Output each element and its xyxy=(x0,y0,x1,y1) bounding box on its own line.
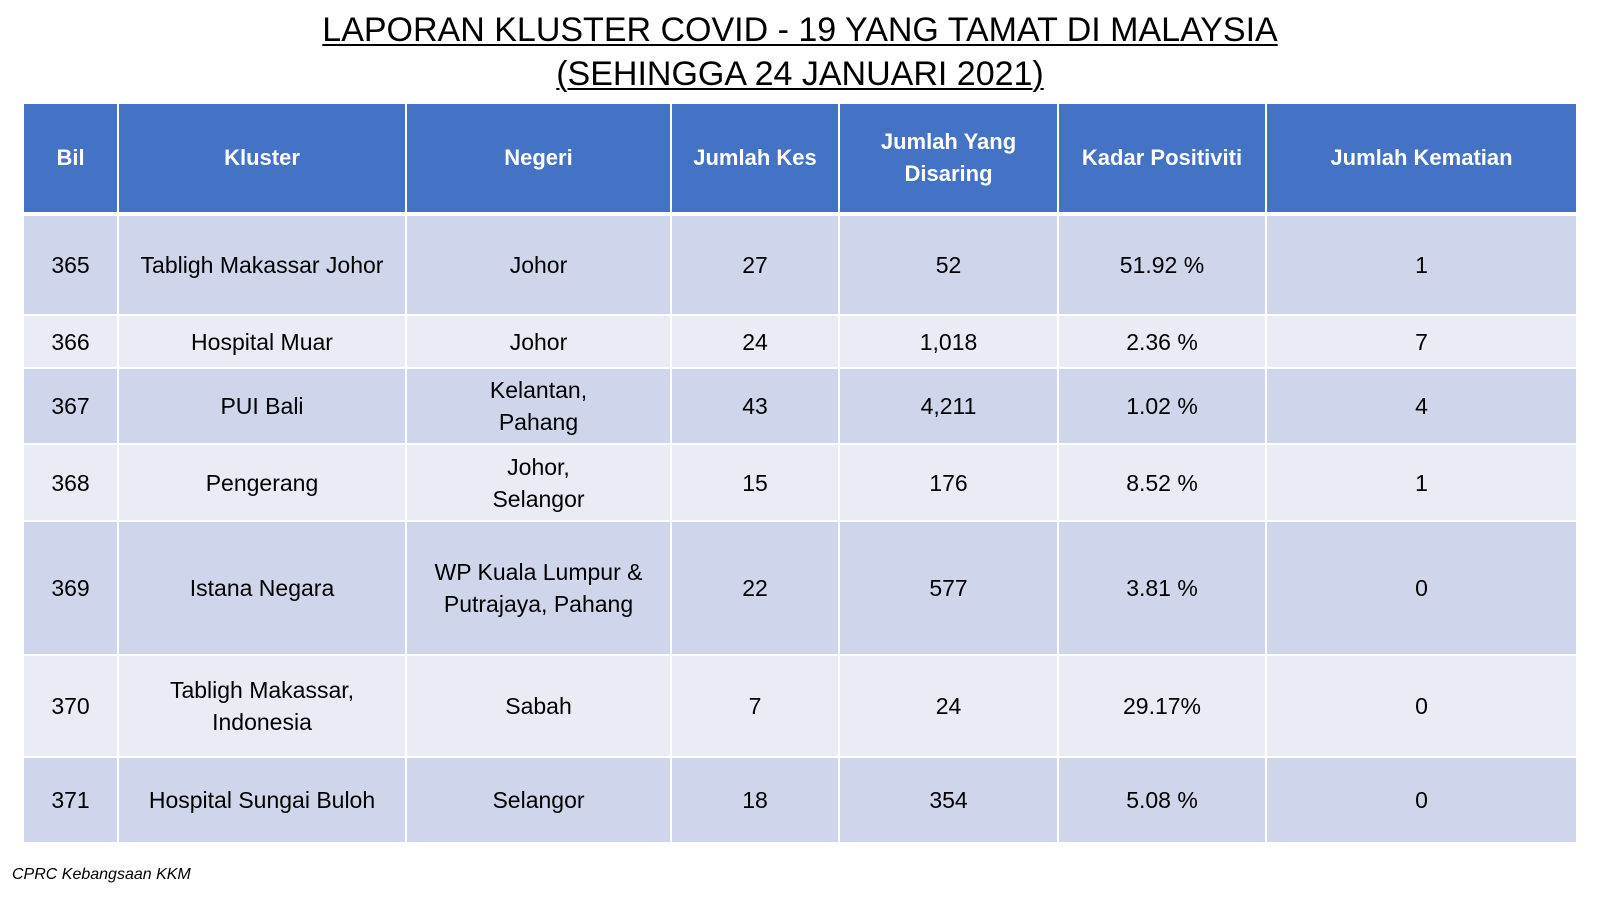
cell-kes: 43 xyxy=(672,369,840,445)
cell-negeri: Johor xyxy=(407,216,672,316)
cell-negeri: WP Kuala Lumpur & Putrajaya, Pahang xyxy=(407,522,672,656)
cell-kluster-line-1: Istana Negara xyxy=(189,575,335,601)
cell-negeri-line-1: Sabah xyxy=(505,693,572,719)
cell-kes: 18 xyxy=(672,758,840,844)
cell-disaring: 24 xyxy=(840,656,1059,758)
cell-kluster: Pengerang xyxy=(119,445,407,522)
cell-negeri: Johor, Selangor xyxy=(407,445,672,522)
table-row: 368 Pengerang Johor, Selangor 15 176 8.52… xyxy=(24,445,1576,522)
cell-kes: 24 xyxy=(672,316,840,369)
cell-negeri-line-2: Pahang xyxy=(498,409,579,435)
cell-disaring: 4,211 xyxy=(840,369,1059,445)
cell-disaring: 577 xyxy=(840,522,1059,656)
cell-negeri: Johor xyxy=(407,316,672,369)
title-line-2: (SEHINGGA 24 JANUARI 2021) xyxy=(556,55,1044,93)
cell-kluster: Hospital Muar xyxy=(119,316,407,369)
table-row: 365 Tabligh Makassar Johor Johor 27 52 5… xyxy=(24,216,1576,316)
cell-negeri-line-1: WP Kuala Lumpur & xyxy=(434,559,643,585)
cell-kes: 7 xyxy=(672,656,840,758)
cell-kluster: Tabligh Makassar Johor xyxy=(119,216,407,316)
cell-negeri-line-1: Johor, xyxy=(507,453,570,480)
cell-negeri-line-1: Kelantan, xyxy=(489,377,588,403)
cell-kes: 27 xyxy=(672,216,840,316)
cell-kluster-line-1: PUI Bali xyxy=(220,393,304,419)
cell-negeri: Kelantan, Pahang xyxy=(407,369,672,445)
header-jumlah-kematian: Jumlah Kematian xyxy=(1267,104,1576,216)
table-row: 369 Istana Negara WP Kuala Lumpur & Putra… xyxy=(24,522,1576,656)
cell-kluster: PUI Bali xyxy=(119,369,407,445)
cell-kluster-line-1: Pengerang xyxy=(205,469,319,496)
cell-negeri-line-2: Putrajaya, Pahang xyxy=(443,591,634,617)
header-kadar-positiviti: Kadar Positiviti xyxy=(1059,104,1267,216)
header-negeri: Negeri xyxy=(407,104,672,216)
cell-disaring: 176 xyxy=(840,445,1059,522)
cell-kematian: 7 xyxy=(1267,316,1576,369)
cell-bil: 371 xyxy=(24,758,119,844)
cell-positiviti: 3.81 % xyxy=(1059,522,1267,656)
header-jumlah-kes: Jumlah Kes xyxy=(672,104,840,216)
table-row: 371 Hospital Sungai Buloh Selangor 18 35… xyxy=(24,758,1576,844)
cell-negeri: Sabah xyxy=(407,656,672,758)
cell-kluster-line-1: Hospital Sungai Buloh xyxy=(148,787,376,813)
cell-negeri-line-1: Johor xyxy=(509,328,568,355)
cell-negeri: Selangor xyxy=(407,758,672,844)
cell-kluster-line-2: Indonesia xyxy=(212,709,312,735)
table-header-row: Bil Kluster Negeri Jumlah Kes Jumlah Yan… xyxy=(24,104,1576,216)
cell-negeri-line-1: Johor xyxy=(509,252,568,278)
cell-kematian: 0 xyxy=(1267,656,1576,758)
cell-disaring: 1,018 xyxy=(840,316,1059,369)
cell-kematian: 4 xyxy=(1267,369,1576,445)
cell-bil: 367 xyxy=(24,369,119,445)
cell-positiviti: 1.02 % xyxy=(1059,369,1267,445)
cell-kematian: 0 xyxy=(1267,522,1576,656)
cell-positiviti: 29.17% xyxy=(1059,656,1267,758)
cell-positiviti: 51.92 % xyxy=(1059,216,1267,316)
cell-positiviti: 2.36 % xyxy=(1059,316,1267,369)
cell-kluster-line-1: Tabligh Makassar, xyxy=(169,677,355,703)
header-jumlah-disaring-line-1: Jumlah Yang xyxy=(880,129,1017,154)
title-line-1: LAPORAN KLUSTER COVID - 19 YANG TAMAT DI… xyxy=(322,11,1278,49)
cell-kematian: 0 xyxy=(1267,758,1576,844)
cell-positiviti: 8.52 % xyxy=(1059,445,1267,522)
table-row: 367 PUI Bali Kelantan, Pahang 43 4,211 1.… xyxy=(24,369,1576,445)
cell-kematian: 1 xyxy=(1267,216,1576,316)
cell-kes: 15 xyxy=(672,445,840,522)
cell-bil: 369 xyxy=(24,522,119,656)
cell-kluster-line-1: Hospital Muar xyxy=(191,328,333,355)
cell-positiviti: 5.08 % xyxy=(1059,758,1267,844)
cell-kluster-line-1: Tabligh Makassar Johor xyxy=(140,252,384,278)
table-row: 366 Hospital Muar Johor 24 1,018 2.36 % … xyxy=(24,316,1576,369)
cell-negeri-line-2: Selangor xyxy=(492,485,585,512)
cell-bil: 366 xyxy=(24,316,119,369)
cell-bil: 365 xyxy=(24,216,119,316)
cell-disaring: 354 xyxy=(840,758,1059,844)
cell-kematian: 1 xyxy=(1267,445,1576,522)
source-footer: CPRC Kebangsaan KKM xyxy=(12,866,191,883)
cell-bil: 368 xyxy=(24,445,119,522)
page-title: LAPORAN KLUSTER COVID - 19 YANG TAMAT DI… xyxy=(0,8,1600,96)
cluster-table: Bil Kluster Negeri Jumlah Kes Jumlah Yan… xyxy=(24,104,1576,844)
cell-disaring: 52 xyxy=(840,216,1059,316)
header-kluster: Kluster xyxy=(119,104,407,216)
header-bil: Bil xyxy=(24,104,119,216)
cell-kes: 22 xyxy=(672,522,840,656)
cell-negeri-line-1: Selangor xyxy=(492,787,585,813)
cell-bil: 370 xyxy=(24,656,119,758)
header-jumlah-disaring: Jumlah Yang Disaring xyxy=(840,104,1059,216)
cell-kluster: Tabligh Makassar, Indonesia xyxy=(119,656,407,758)
cell-kluster: Hospital Sungai Buloh xyxy=(119,758,407,844)
header-jumlah-disaring-line-2: Disaring xyxy=(904,161,993,186)
cell-kluster: Istana Negara xyxy=(119,522,407,656)
table-row: 370 Tabligh Makassar, Indonesia Sabah 7 2… xyxy=(24,656,1576,758)
